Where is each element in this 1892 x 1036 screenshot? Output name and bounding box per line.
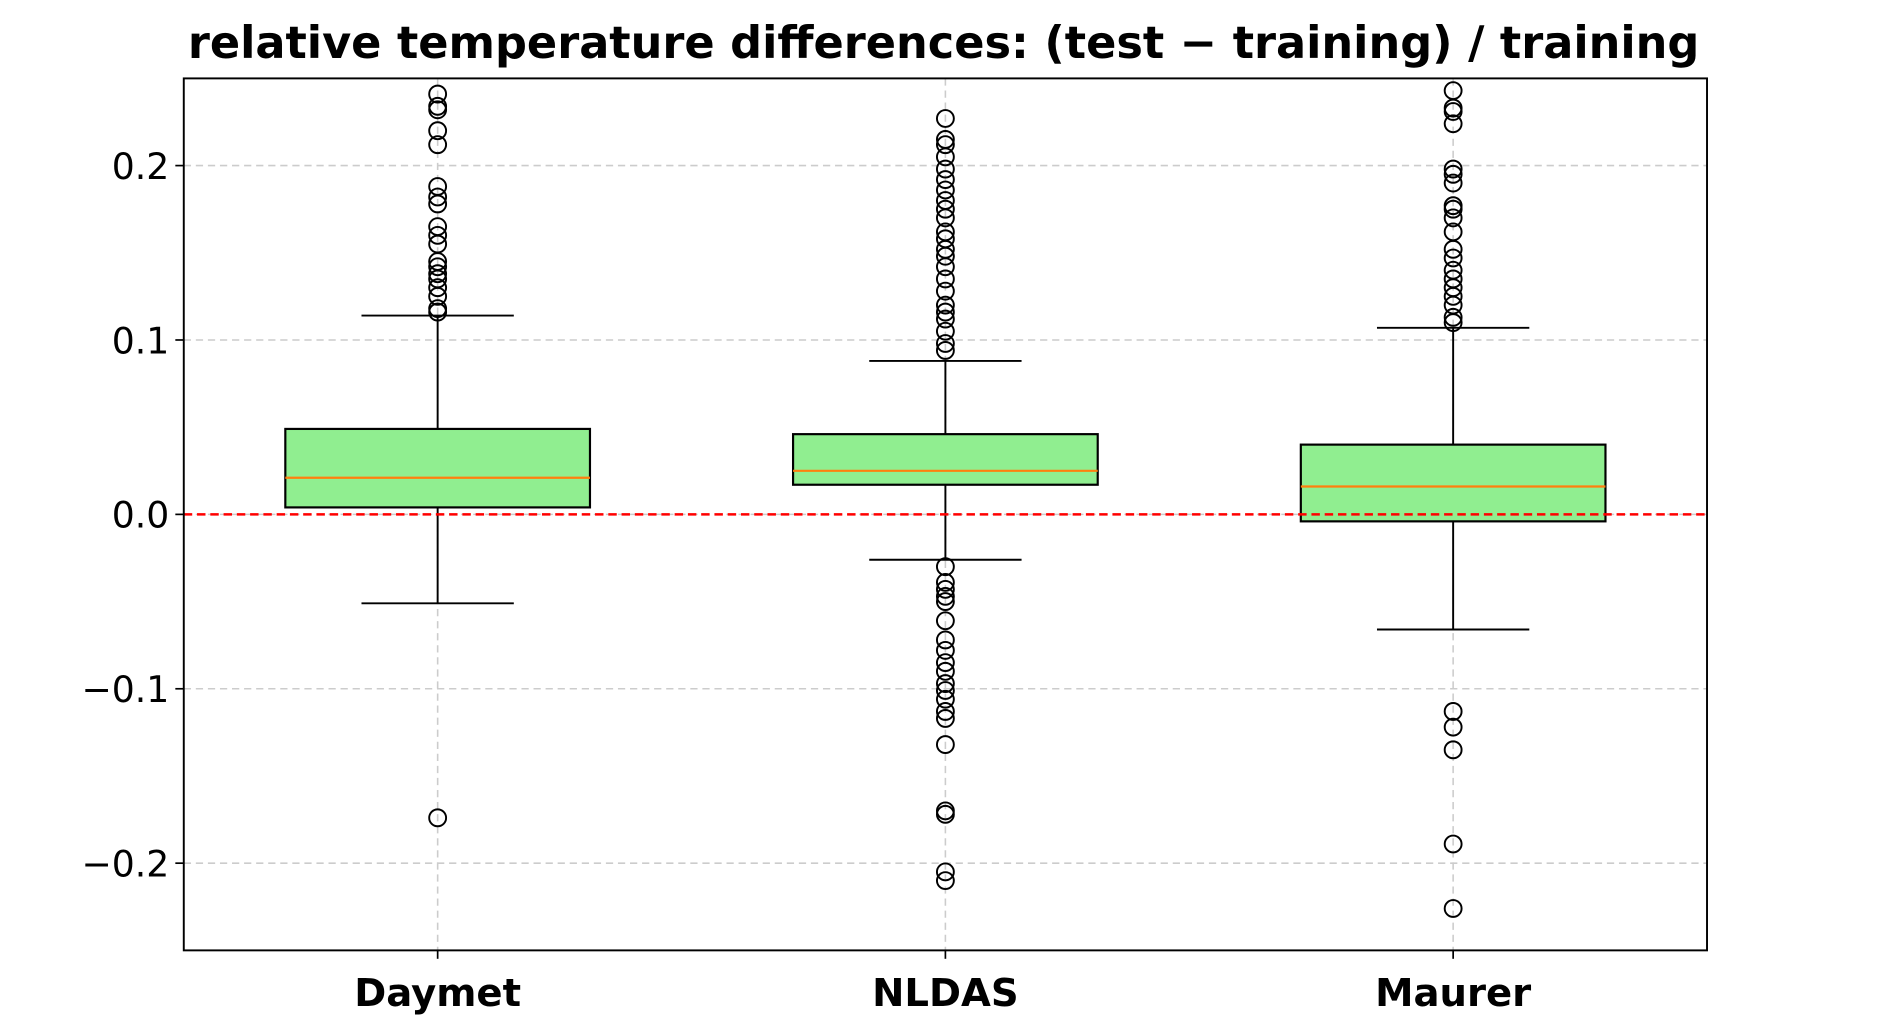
- box-maurer: [1299, 443, 1607, 523]
- outlier-point: [1443, 173, 1463, 193]
- outlier-point: [1443, 286, 1463, 306]
- box-daymet: [284, 427, 592, 509]
- outlier-point: [935, 689, 955, 709]
- outlier-point: [1443, 248, 1463, 268]
- outlier-point: [1443, 313, 1463, 332]
- outlier-point: [935, 557, 955, 577]
- x-axis: Daymet NLDAS Maurer: [354, 950, 1531, 1016]
- outlier-point: [428, 225, 448, 245]
- outlier-point: [935, 641, 955, 660]
- outlier-point: [935, 257, 955, 277]
- outlier-point: [935, 302, 955, 322]
- outlier-point: [428, 121, 448, 141]
- outlier-point: [1443, 239, 1463, 259]
- outlier-point: [428, 264, 448, 284]
- outlier-point: [935, 109, 955, 128]
- outlier-point: [935, 180, 955, 200]
- outlier-point: [935, 295, 955, 315]
- outlier-point: [1443, 114, 1463, 134]
- outlier-point: [428, 278, 448, 298]
- outlier-point: [935, 334, 955, 353]
- outlier-point: [935, 341, 955, 360]
- outlier-point: [935, 159, 955, 179]
- outlier-point: [935, 147, 955, 167]
- outlier-point: [935, 309, 955, 329]
- outlier-point: [935, 871, 955, 891]
- x-tick-label: Daymet: [354, 971, 521, 1016]
- outlier-point: [935, 804, 955, 824]
- outlier-point: [935, 579, 955, 599]
- outlier-point: [428, 286, 448, 306]
- y-tick-label: 0.2: [112, 145, 170, 188]
- outlier-point: [935, 586, 955, 606]
- outlier-point: [935, 572, 955, 592]
- outlier-point: [428, 135, 448, 155]
- outlier-point: [1443, 899, 1463, 918]
- y-tick-label: −0.1: [81, 668, 169, 711]
- outlier-point: [1443, 164, 1463, 184]
- outlier-point: [428, 194, 448, 214]
- outlier-point: [1443, 102, 1463, 121]
- outlier-point: [428, 302, 448, 322]
- outlier-point: [1443, 740, 1463, 760]
- outlier-point: [935, 735, 955, 754]
- outlier-point: [1443, 834, 1463, 854]
- box-nldas: [791, 433, 1099, 486]
- chart-title: relative temperature differences: (test …: [188, 17, 1700, 69]
- y-tick-label: 0.1: [112, 319, 170, 362]
- outlier-point: [935, 611, 955, 631]
- outlier-point: [935, 681, 955, 700]
- outlier-point: [935, 208, 955, 228]
- outlier-point: [935, 702, 955, 721]
- outlier-point: [428, 808, 448, 828]
- y-tick-label: −0.2: [81, 842, 169, 885]
- outlier-point: [1443, 159, 1463, 179]
- plot-area: [183, 81, 1708, 918]
- outlier-point: [1443, 208, 1463, 228]
- y-axis: −0.2 −0.1 0.0 0.1 0.2: [81, 145, 184, 885]
- outlier-point: [935, 592, 955, 611]
- outlier-point: [935, 135, 955, 155]
- outlier-point: [935, 653, 955, 673]
- outlier-point: [1443, 199, 1463, 219]
- outlier-point: [935, 281, 955, 301]
- outlier-point: [428, 84, 448, 104]
- outlier-point: [935, 199, 955, 219]
- outlier-point: [428, 187, 448, 207]
- y-tick-label: 0.0: [112, 494, 170, 537]
- outlier-point: [935, 661, 955, 681]
- outlier-point: [935, 321, 955, 341]
- outlier-point: [428, 257, 448, 277]
- outlier-point: [1443, 307, 1463, 327]
- x-tick-label: NLDAS: [872, 971, 1019, 1016]
- outlier-point: [935, 630, 955, 650]
- outlier-point: [935, 246, 955, 266]
- outlier-point: [1443, 717, 1463, 737]
- outlier-point: [935, 674, 955, 693]
- outlier-point: [935, 269, 955, 289]
- x-tick-label: Maurer: [1375, 971, 1531, 1016]
- outlier-point: [1443, 702, 1463, 721]
- outlier-point: [935, 170, 955, 189]
- outlier-point: [935, 862, 955, 882]
- outlier-point: [935, 709, 955, 728]
- outlier-point: [428, 100, 448, 120]
